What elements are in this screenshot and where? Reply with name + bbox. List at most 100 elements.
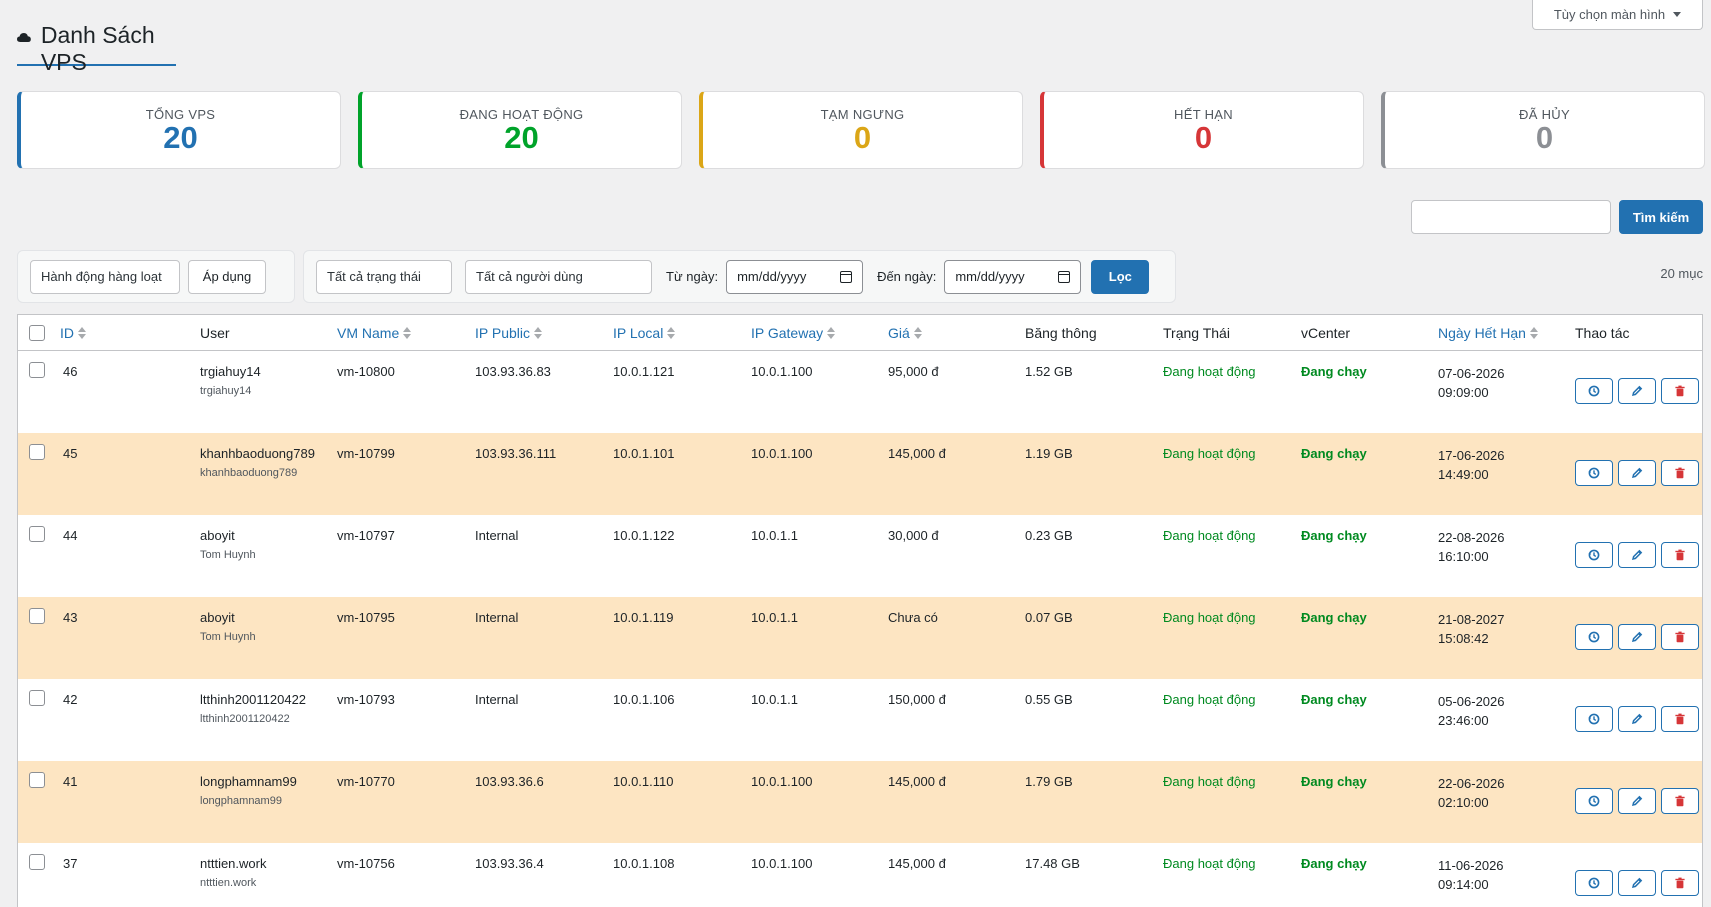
delete-button[interactable] xyxy=(1661,706,1699,732)
sort-expiry[interactable]: Ngày Hết Hạn xyxy=(1438,325,1575,341)
edit-button[interactable] xyxy=(1618,624,1656,650)
header-vm-name: VM Name xyxy=(337,324,400,341)
sort-icon xyxy=(534,326,542,339)
sort-icon xyxy=(78,326,86,339)
sort-vm-name[interactable]: VM Name xyxy=(337,325,475,341)
delete-button[interactable] xyxy=(1661,788,1699,814)
cell-expiry: 07-06-2026 09:09:00 xyxy=(1438,351,1575,402)
user-login: aboyit xyxy=(200,528,235,543)
history-button[interactable] xyxy=(1575,460,1613,486)
sort-ip-gateway[interactable]: IP Gateway xyxy=(751,325,888,341)
to-date-input[interactable]: mm/dd/yyyy xyxy=(944,259,1082,294)
user-display-name: Tom Huynh xyxy=(200,631,256,643)
cell-expiry: 11-06-2026 09:14:00 xyxy=(1438,843,1575,894)
user-display-name: longphamnam99 xyxy=(200,795,282,807)
trash-icon xyxy=(1674,877,1686,889)
cell-vcenter: Đang chạy xyxy=(1301,856,1367,871)
screen-options-toggle[interactable]: Tùy chọn màn hình xyxy=(1532,0,1703,30)
cell-vm-name: vm-10795 xyxy=(337,610,395,625)
cell-ip-gateway: 10.0.1.1 xyxy=(751,528,798,543)
row-checkbox[interactable] xyxy=(29,690,45,706)
cell-user: ltthinh2001120422 ltthinh2001120422 xyxy=(200,679,337,725)
user-display-name: Tom Huynh xyxy=(200,549,256,561)
search-input[interactable] xyxy=(1411,200,1611,234)
row-checkbox[interactable] xyxy=(29,772,45,788)
edit-button[interactable] xyxy=(1618,870,1656,896)
edit-button[interactable] xyxy=(1618,460,1656,486)
cell-ip-public: Internal xyxy=(475,528,519,543)
search-box: Tìm kiếm xyxy=(1411,200,1703,234)
table-row: 41 longphamnam99 longphamnam99 vm-10770 103.… xyxy=(18,761,1702,843)
sort-ip-local[interactable]: IP Local xyxy=(613,325,751,341)
cell-ip-gateway: 10.0.1.100 xyxy=(751,446,813,461)
cell-status: Đang hoạt động xyxy=(1163,528,1256,543)
sort-price[interactable]: Giá xyxy=(888,325,1025,341)
cell-status: Đang hoạt động xyxy=(1163,364,1256,379)
delete-button[interactable] xyxy=(1661,378,1699,404)
edit-button[interactable] xyxy=(1618,378,1656,404)
trash-icon xyxy=(1674,631,1686,643)
history-button[interactable] xyxy=(1575,378,1613,404)
calendar-icon[interactable] xyxy=(840,270,853,283)
user-login: ntttien.work xyxy=(200,856,267,871)
trash-icon xyxy=(1674,795,1686,807)
calendar-icon[interactable] xyxy=(1058,270,1071,283)
sort-id[interactable]: ID xyxy=(60,325,200,341)
history-icon xyxy=(1588,467,1600,479)
cell-status: Đang hoạt động xyxy=(1163,692,1256,707)
cell-vm-name: vm-10799 xyxy=(337,446,395,461)
delete-button[interactable] xyxy=(1661,870,1699,896)
history-button[interactable] xyxy=(1575,788,1613,814)
cell-ip-local: 10.0.1.101 xyxy=(613,446,675,461)
edit-button[interactable] xyxy=(1618,542,1656,568)
stats-row: TỔNG VPS 20 ĐANG HOẠT ĐỘNG 20 TẠM NGƯNG 0 HẾT … xyxy=(17,91,1705,169)
delete-button[interactable] xyxy=(1661,460,1699,486)
cell-expiry: 22-08-2026 16:10:00 xyxy=(1438,515,1575,566)
history-button[interactable] xyxy=(1575,624,1613,650)
row-checkbox[interactable] xyxy=(29,526,45,542)
from-date-input[interactable]: mm/dd/yyyy xyxy=(726,259,864,294)
cell-id: 41 xyxy=(63,774,78,789)
stat-card: ĐANG HOẠT ĐỘNG 20 xyxy=(358,91,682,169)
row-checkbox[interactable] xyxy=(29,854,45,870)
cell-price: 145,000 đ xyxy=(888,446,946,461)
delete-button[interactable] xyxy=(1661,542,1699,568)
cell-bandwidth: 1.52 GB xyxy=(1025,364,1073,379)
edit-button[interactable] xyxy=(1618,788,1656,814)
status-filter-select[interactable]: Tất cả trạng thái xyxy=(316,259,452,294)
apply-button[interactable]: Áp dụng xyxy=(188,259,266,294)
edit-button[interactable] xyxy=(1618,706,1656,732)
row-checkbox[interactable] xyxy=(29,362,45,378)
delete-button[interactable] xyxy=(1661,624,1699,650)
cell-bandwidth: 17.48 GB xyxy=(1025,856,1080,871)
bulk-action-select[interactable]: Hành động hàng loạt xyxy=(30,259,180,294)
trash-icon xyxy=(1674,713,1686,725)
filter-button[interactable]: Lọc xyxy=(1091,259,1150,294)
row-checkbox[interactable] xyxy=(29,444,45,460)
header-status: Trạng Thái xyxy=(1163,324,1230,341)
cell-vcenter: Đang chạy xyxy=(1301,774,1367,789)
sort-ip-public[interactable]: IP Public xyxy=(475,325,613,341)
filters: Tất cả trạng thái Tất cả người dùng Từ n… xyxy=(303,250,1176,303)
expiry-date: 07-06-2026 xyxy=(1438,366,1505,381)
header-ip-public: IP Public xyxy=(475,324,530,341)
history-button[interactable] xyxy=(1575,542,1613,568)
row-checkbox[interactable] xyxy=(29,608,45,624)
cell-ip-gateway: 10.0.1.1 xyxy=(751,610,798,625)
stat-label: TẠM NGƯNG xyxy=(820,106,905,122)
cell-price: 150,000 đ xyxy=(888,692,946,707)
cloud-icon xyxy=(17,33,31,42)
cell-user: khanhbaoduong789 khanhbaoduong789 xyxy=(200,433,337,479)
history-button[interactable] xyxy=(1575,706,1613,732)
cell-vm-name: vm-10756 xyxy=(337,856,395,871)
search-button[interactable]: Tìm kiếm xyxy=(1619,200,1703,234)
stat-value: 20 xyxy=(504,119,539,155)
user-filter-select[interactable]: Tất cả người dùng xyxy=(465,259,652,294)
user-login: ltthinh2001120422 xyxy=(200,692,307,707)
header-price: Giá xyxy=(888,324,910,341)
history-button[interactable] xyxy=(1575,870,1613,896)
stat-value: 20 xyxy=(163,119,198,155)
cell-expiry: 17-06-2026 14:49:00 xyxy=(1438,433,1575,484)
select-all-checkbox[interactable] xyxy=(29,324,45,341)
table-row: 43 aboyit Tom Huynh vm-10795 Internal 10.0.1.… xyxy=(18,597,1702,679)
